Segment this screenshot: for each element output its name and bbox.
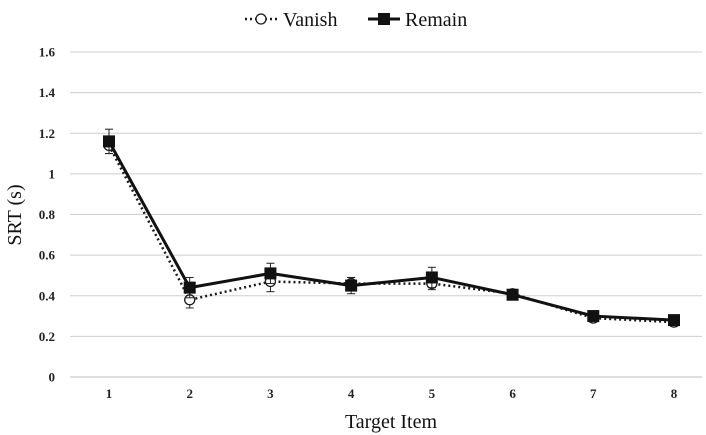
y-axis-title: SRT (s) — [4, 184, 26, 245]
x-tick-label: 5 — [429, 386, 436, 401]
series-remain — [103, 128, 680, 327]
gridlines — [70, 51, 702, 378]
y-tick-label: 0.2 — [39, 329, 55, 344]
data-point-square — [183, 281, 196, 294]
data-point-square — [425, 271, 438, 284]
data-point-square — [506, 288, 519, 301]
y-tick-labels: 0 0.2 0.4 0.6 0.8 1 1.2 1.4 1.6 — [39, 45, 56, 385]
data-point-square — [103, 135, 115, 148]
data-point-square — [587, 310, 600, 323]
x-tick-label: 6 — [509, 386, 516, 401]
x-tick-labels: 1 2 3 4 5 6 7 8 — [106, 386, 678, 401]
data-point-square — [264, 267, 277, 280]
legend-marker-square — [378, 13, 390, 25]
y-tick-label: 1 — [49, 166, 56, 181]
series-layer — [103, 128, 680, 328]
data-point-square — [668, 314, 680, 327]
y-tick-label: 0.8 — [39, 207, 56, 222]
y-tick-label: 1.2 — [39, 126, 55, 141]
y-tick-label: 0.4 — [39, 288, 56, 303]
data-point-square — [345, 279, 358, 292]
y-tick-label: 1.6 — [39, 45, 56, 60]
x-tick-label: 4 — [348, 386, 355, 401]
series-line — [107, 140, 675, 322]
y-tick-label: 1.4 — [39, 85, 56, 100]
x-tick-label: 3 — [267, 386, 274, 401]
legend-label: Vanish — [283, 9, 337, 31]
x-tick-label: 2 — [186, 386, 193, 401]
series-vanish — [103, 136, 680, 328]
legend-marker-circle — [255, 13, 267, 25]
y-tick-label: 0.6 — [39, 248, 56, 263]
x-tick-label: 1 — [106, 386, 113, 401]
legend-item-remain: Remain — [368, 9, 467, 31]
x-tick-label: 8 — [671, 386, 678, 401]
legend: Vanish Remain — [245, 9, 467, 31]
legend-label: Remain — [405, 9, 467, 31]
legend-item-vanish: Vanish — [245, 9, 337, 31]
y-tick-label: 0 — [49, 370, 56, 385]
x-axis-title: Target Item — [345, 411, 438, 433]
x-tick-label: 7 — [590, 386, 597, 401]
